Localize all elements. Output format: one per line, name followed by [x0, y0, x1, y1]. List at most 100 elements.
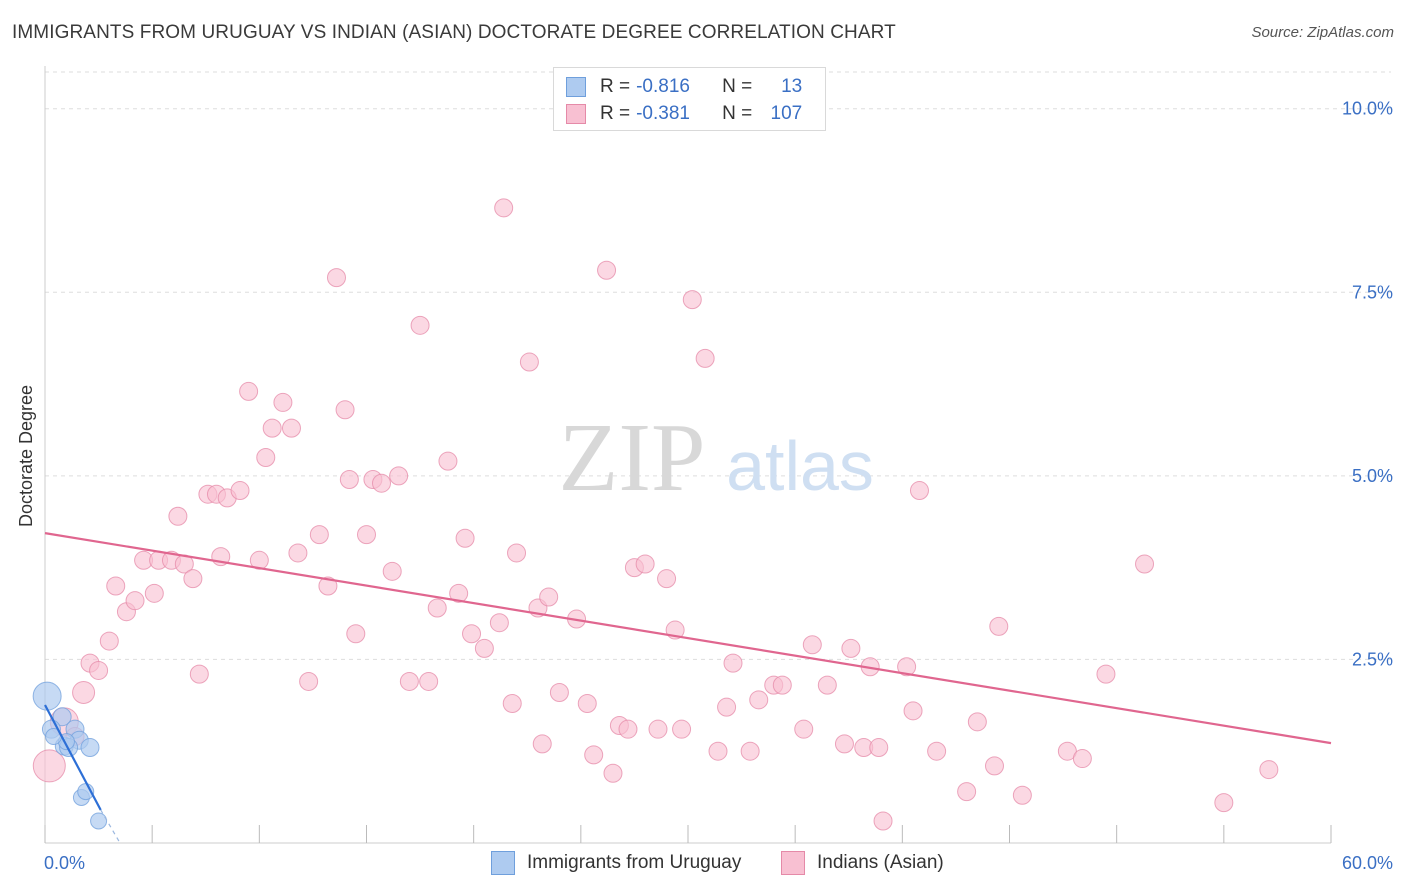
legend-r-value: -0.381 [636, 103, 690, 124]
uruguay-point [52, 707, 72, 727]
indian-point [657, 569, 677, 589]
indian-point [494, 198, 514, 218]
indian-point [249, 550, 269, 570]
indian-point [273, 392, 293, 412]
indian-point [382, 561, 402, 581]
legend-r-label: R = [600, 76, 631, 97]
indian-point [672, 719, 692, 739]
indian-point [399, 671, 419, 691]
indian-point [427, 598, 447, 618]
watermark: ZIP atlas [559, 404, 874, 512]
indian-point [794, 719, 814, 739]
chart-title: IMMIGRANTS FROM URUGUAY VS INDIAN (ASIAN… [12, 22, 896, 43]
indian-point [708, 741, 728, 761]
indian-point [389, 466, 409, 486]
indian-point [288, 543, 308, 563]
legend-r-value: -0.816 [636, 76, 690, 97]
indian-point [299, 671, 319, 691]
indian-point [106, 576, 126, 596]
indian-point [957, 782, 977, 802]
indian-point [648, 719, 668, 739]
indian-point [438, 451, 458, 471]
indian-point [1072, 749, 1092, 769]
indian-point [1259, 760, 1279, 780]
indian-point [474, 638, 494, 658]
indian-point [740, 741, 760, 761]
indian-point [597, 260, 617, 280]
indian-point [507, 543, 527, 563]
indian-point [168, 506, 188, 526]
indian-point [230, 481, 250, 501]
legend-label-indians: Indians (Asian) [817, 852, 944, 873]
trend-lines [44, 532, 1332, 844]
x-tick-label: 60.0% [1342, 853, 1393, 873]
indian-point [309, 525, 329, 545]
indian-point [262, 418, 282, 438]
indian-point [410, 315, 430, 335]
indian-point [903, 701, 923, 721]
indian-point [89, 660, 109, 680]
y-tick-label: 5.0% [1352, 466, 1393, 486]
indian-point [989, 616, 1009, 636]
indian-point [984, 756, 1004, 776]
indian-point [772, 675, 792, 695]
axes [44, 66, 1332, 844]
indian-point [841, 638, 861, 658]
indian-point [72, 680, 96, 704]
stats-legend: R = -0.816 N = 13 R = -0.381 N = 107 [553, 67, 826, 131]
indian-point [603, 763, 623, 783]
indian-point [682, 290, 702, 310]
uruguay-trend-line [44, 704, 102, 811]
indian-point [1135, 554, 1155, 574]
indian-point [584, 745, 604, 765]
indian-point [256, 448, 276, 467]
legend-n-label: N = [722, 103, 753, 124]
indian-point [125, 591, 145, 611]
indian-point [635, 554, 655, 574]
y-tick-label: 10.0% [1342, 99, 1393, 119]
indian-point [449, 583, 469, 603]
indian-point [144, 583, 164, 603]
legend-label-uruguay: Immigrants from Uruguay [527, 852, 742, 873]
indian-point [372, 473, 392, 493]
y-tick-label: 7.5% [1352, 282, 1393, 302]
x-tick-label: 0.0% [44, 853, 85, 873]
indian-point [1012, 785, 1032, 805]
uruguay-point [90, 812, 108, 830]
gridlines [45, 71, 1391, 660]
indian-point [183, 569, 203, 589]
indian-point [717, 697, 737, 717]
legend-row-uruguay: R = -0.816 N = 13 [566, 75, 802, 99]
indian-point [873, 811, 893, 831]
indian-point [346, 624, 366, 644]
indian-point [577, 693, 597, 713]
indian-point [897, 657, 917, 677]
indian-point [909, 481, 929, 501]
indian-point [318, 576, 338, 596]
indian-point [927, 741, 947, 761]
indian-point [817, 675, 837, 695]
indian-trend-line [44, 532, 1332, 745]
indian-point [723, 653, 743, 673]
indian-point [489, 613, 509, 633]
legend-swatch-indians [781, 851, 805, 875]
legend-item-uruguay: Immigrants from Uruguay [491, 851, 741, 875]
indian-point [1214, 793, 1234, 813]
indian-point [834, 734, 854, 754]
legend-item-indians: Indians (Asian) [781, 851, 944, 875]
legend-swatch-uruguay [491, 851, 515, 875]
indian-point [419, 671, 439, 691]
legend-n-label: N = [722, 76, 753, 97]
indian-point [32, 749, 66, 783]
legend-n-value: 107 [770, 103, 803, 124]
indian-point [357, 525, 376, 545]
uruguay-point [80, 738, 100, 758]
indian-point [455, 528, 475, 548]
uruguay-point [32, 681, 62, 711]
watermark-zip: ZIP [559, 404, 706, 512]
watermark-atlas: atlas [726, 427, 874, 505]
indian-point [281, 418, 301, 438]
legend-swatch-indians [566, 104, 586, 124]
indian-point [967, 712, 987, 732]
